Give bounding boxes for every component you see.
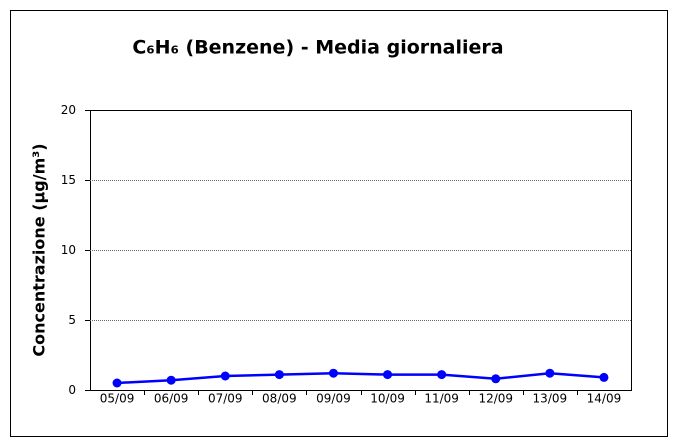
y-tick-label: 5 (68, 313, 76, 327)
y-tick-label: 10 (61, 243, 76, 257)
x-tick-label: 06/09 (154, 392, 189, 406)
data-point (166, 375, 176, 385)
data-point (599, 372, 609, 382)
data-point (328, 368, 338, 378)
data-line (116, 371, 605, 385)
x-tick-label: 12/09 (478, 392, 513, 406)
chart-title: C₆H₆ (Benzene) - Media giornaliera (132, 37, 503, 59)
data-point (545, 368, 555, 378)
x-tick-label: 14/09 (587, 392, 622, 406)
y-tick-label: 15 (61, 173, 76, 187)
x-tick-label: 07/09 (208, 392, 243, 406)
x-tick-label: 08/09 (262, 392, 297, 406)
data-point (383, 370, 393, 380)
data-point (220, 371, 230, 381)
x-tick-label: 05/09 (100, 392, 135, 406)
data-point (274, 370, 284, 380)
y-tick-label: 20 (61, 103, 76, 117)
data-point (491, 374, 501, 384)
data-point (437, 370, 447, 380)
data-point (112, 378, 122, 388)
y-tick-label: 0 (68, 383, 76, 397)
x-tick-label: 09/09 (316, 392, 351, 406)
x-tick-label: 10/09 (370, 392, 405, 406)
x-tick-label: 13/09 (533, 392, 568, 406)
y-axis-label: Concentrazione (µg/m³) (30, 143, 49, 356)
x-tick-label: 11/09 (424, 392, 459, 406)
